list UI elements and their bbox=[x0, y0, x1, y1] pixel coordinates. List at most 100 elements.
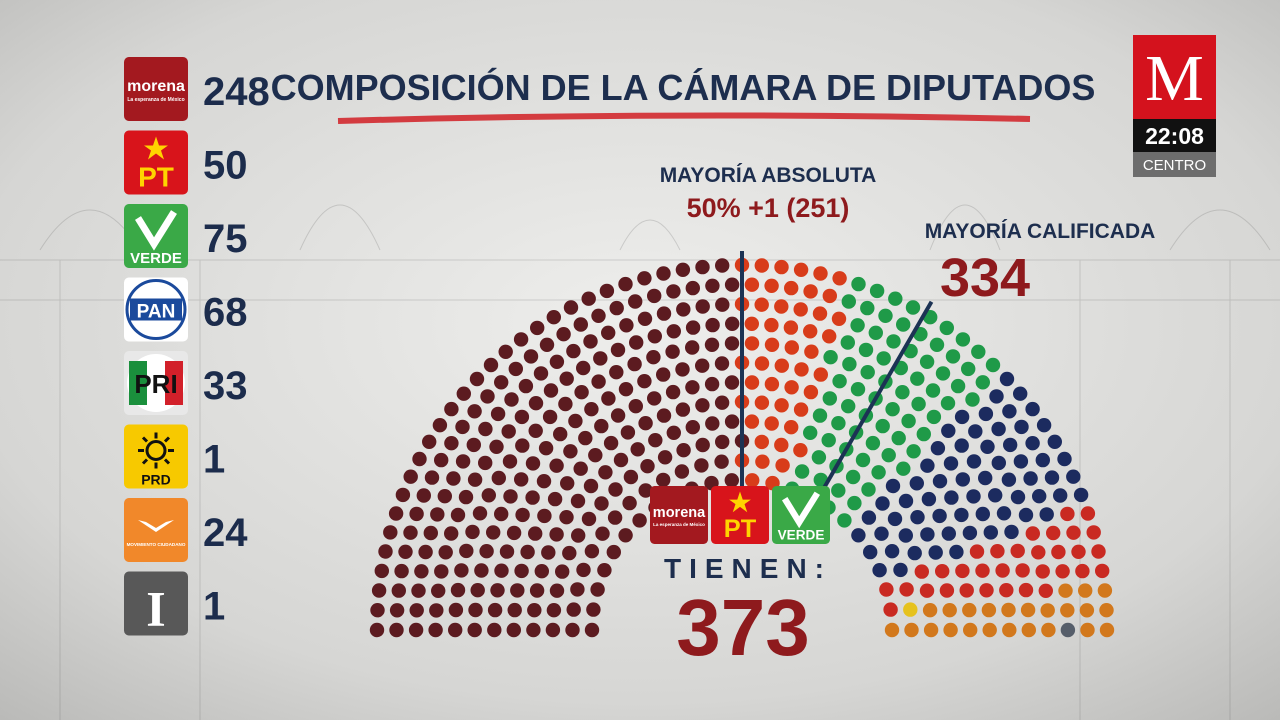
seat bbox=[656, 266, 671, 281]
seat bbox=[754, 258, 769, 273]
seat bbox=[594, 496, 609, 511]
seat bbox=[571, 528, 586, 543]
seat bbox=[881, 448, 896, 463]
logo-text: PRI bbox=[134, 369, 177, 399]
seat bbox=[764, 317, 779, 333]
seat bbox=[424, 470, 440, 485]
seat bbox=[391, 583, 406, 598]
party-logo: VERDE bbox=[772, 486, 830, 544]
seat bbox=[784, 380, 799, 395]
seat bbox=[533, 366, 549, 381]
seat bbox=[744, 316, 759, 331]
seat bbox=[541, 545, 556, 560]
seat bbox=[943, 456, 959, 471]
logo-sun bbox=[145, 440, 167, 461]
seat bbox=[568, 413, 583, 429]
seat bbox=[1041, 622, 1056, 638]
seat-count: 33 bbox=[203, 364, 248, 408]
seat bbox=[637, 311, 653, 326]
seat bbox=[412, 451, 427, 467]
seat bbox=[950, 378, 966, 394]
seat bbox=[428, 622, 443, 638]
absolute-majority-value: 50% +1 (251) bbox=[687, 193, 850, 223]
seat bbox=[598, 465, 613, 480]
seat-count: 75 bbox=[203, 217, 248, 261]
seat bbox=[1051, 544, 1066, 560]
seat bbox=[444, 436, 459, 451]
seat bbox=[714, 395, 730, 410]
absolute-majority-label: MAYORÍA ABSOLUTA bbox=[660, 164, 877, 187]
seat bbox=[895, 385, 910, 400]
seat bbox=[665, 344, 680, 359]
seat bbox=[494, 563, 509, 578]
seat bbox=[1023, 471, 1038, 486]
seat bbox=[695, 437, 710, 453]
seat bbox=[930, 441, 946, 456]
seat bbox=[675, 362, 690, 377]
seat bbox=[394, 563, 409, 579]
seat bbox=[478, 455, 493, 471]
seat bbox=[887, 511, 903, 527]
seat bbox=[595, 526, 610, 541]
seat bbox=[469, 371, 485, 387]
seat bbox=[619, 318, 634, 333]
seat bbox=[503, 489, 518, 504]
seat bbox=[498, 344, 513, 359]
seat bbox=[784, 420, 799, 435]
seat bbox=[437, 489, 452, 504]
seat bbox=[978, 470, 993, 486]
seat bbox=[409, 603, 424, 618]
seat bbox=[872, 563, 887, 578]
seat bbox=[1066, 469, 1081, 484]
seat bbox=[754, 356, 770, 371]
seat bbox=[1014, 419, 1029, 435]
seat bbox=[487, 622, 502, 638]
time-zone: CENTRO bbox=[1143, 157, 1206, 174]
seat bbox=[573, 317, 588, 332]
seat bbox=[560, 476, 575, 491]
logo-check bbox=[781, 491, 821, 529]
seat bbox=[962, 602, 977, 618]
seat bbox=[584, 622, 600, 638]
seat bbox=[455, 419, 470, 435]
seat bbox=[1039, 507, 1054, 522]
seat bbox=[369, 622, 385, 638]
seat bbox=[1060, 622, 1076, 638]
seat bbox=[920, 458, 935, 473]
seat bbox=[969, 544, 985, 559]
seat bbox=[955, 563, 970, 579]
seat bbox=[549, 583, 565, 598]
seat bbox=[875, 418, 890, 434]
seat bbox=[676, 443, 691, 458]
seat bbox=[450, 507, 466, 523]
seat bbox=[888, 291, 903, 306]
seat bbox=[506, 525, 522, 541]
seat bbox=[812, 408, 828, 423]
seat bbox=[793, 262, 809, 277]
seat bbox=[774, 358, 789, 373]
seat bbox=[860, 365, 875, 380]
seat bbox=[388, 506, 404, 521]
seat bbox=[534, 564, 549, 579]
seat-count: 50 bbox=[203, 144, 248, 188]
logo-rays bbox=[138, 432, 174, 469]
seat bbox=[448, 602, 464, 618]
seat bbox=[898, 493, 914, 509]
seat bbox=[656, 408, 672, 423]
seat bbox=[851, 276, 866, 292]
seat bbox=[536, 474, 552, 489]
seat bbox=[584, 544, 600, 559]
seat bbox=[444, 526, 459, 541]
seat bbox=[883, 602, 898, 617]
logo-text: I bbox=[146, 581, 165, 637]
logo-text: PT bbox=[724, 515, 757, 543]
seat bbox=[581, 511, 597, 527]
seat bbox=[456, 386, 471, 401]
seat bbox=[869, 283, 885, 299]
seat bbox=[601, 325, 616, 340]
seat bbox=[1025, 526, 1041, 541]
seat bbox=[629, 335, 644, 350]
seat bbox=[504, 392, 519, 407]
seat bbox=[979, 583, 994, 598]
seat bbox=[774, 437, 789, 453]
